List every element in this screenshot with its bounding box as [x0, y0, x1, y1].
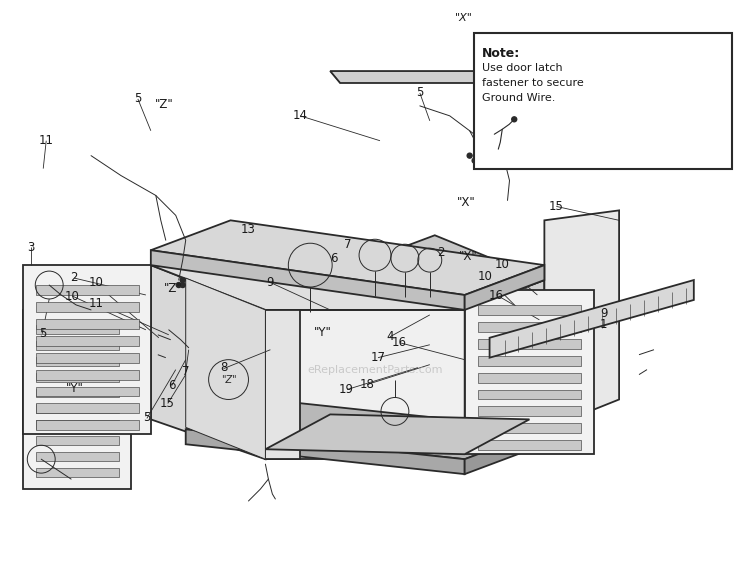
- Polygon shape: [478, 322, 581, 332]
- Circle shape: [180, 278, 185, 282]
- Text: Note:: Note:: [482, 47, 520, 60]
- Text: 5: 5: [416, 86, 424, 99]
- Polygon shape: [544, 210, 619, 429]
- Polygon shape: [36, 325, 119, 334]
- Text: 14: 14: [292, 109, 308, 123]
- Polygon shape: [151, 265, 266, 459]
- Text: "Z": "Z": [164, 282, 183, 295]
- Polygon shape: [36, 336, 139, 346]
- Text: 16: 16: [488, 289, 503, 302]
- Polygon shape: [266, 310, 300, 459]
- Text: "Y": "Y": [314, 325, 332, 339]
- Text: eReplacementParts.com: eReplacementParts.com: [308, 365, 442, 375]
- Text: 15: 15: [160, 397, 175, 410]
- Text: 11: 11: [88, 297, 104, 310]
- Polygon shape: [186, 278, 266, 459]
- Text: "Y": "Y": [66, 382, 83, 395]
- Text: 17: 17: [370, 351, 386, 364]
- Text: "X": "X": [457, 196, 476, 209]
- Polygon shape: [36, 341, 119, 350]
- Text: 7: 7: [182, 365, 190, 378]
- Text: 1: 1: [600, 318, 608, 331]
- Polygon shape: [465, 280, 544, 459]
- Circle shape: [472, 158, 477, 163]
- Polygon shape: [490, 280, 694, 358]
- Text: 10: 10: [88, 277, 104, 289]
- Text: "Z": "Z": [155, 98, 174, 111]
- Text: 8: 8: [220, 361, 228, 375]
- Polygon shape: [478, 407, 581, 417]
- Polygon shape: [36, 421, 139, 431]
- Bar: [475, 33, 732, 169]
- Polygon shape: [36, 370, 139, 379]
- Text: 2: 2: [437, 246, 445, 259]
- Text: 9: 9: [266, 276, 274, 289]
- Polygon shape: [36, 302, 139, 312]
- Polygon shape: [36, 386, 139, 396]
- Text: 5: 5: [143, 411, 151, 424]
- Polygon shape: [478, 372, 581, 382]
- Polygon shape: [465, 265, 544, 310]
- Polygon shape: [478, 356, 581, 365]
- Text: 15: 15: [549, 200, 564, 213]
- Circle shape: [467, 153, 472, 158]
- Polygon shape: [465, 429, 544, 474]
- Text: 3: 3: [28, 241, 35, 254]
- Polygon shape: [478, 339, 581, 349]
- Circle shape: [512, 117, 517, 122]
- Polygon shape: [36, 452, 119, 461]
- Polygon shape: [151, 220, 544, 295]
- Text: 6: 6: [168, 379, 176, 392]
- Text: 5: 5: [134, 92, 142, 105]
- Text: 13: 13: [241, 223, 256, 236]
- Text: "Z": "Z": [220, 375, 236, 385]
- Polygon shape: [36, 389, 119, 397]
- Polygon shape: [478, 440, 581, 450]
- Polygon shape: [186, 429, 465, 474]
- Text: 18: 18: [359, 378, 374, 390]
- Polygon shape: [151, 250, 465, 310]
- Text: 7: 7: [344, 238, 351, 251]
- Polygon shape: [266, 414, 530, 454]
- Text: 5: 5: [39, 327, 46, 340]
- Text: 11: 11: [39, 134, 54, 146]
- Text: 19: 19: [339, 383, 354, 396]
- Polygon shape: [151, 265, 465, 310]
- Polygon shape: [36, 372, 119, 382]
- Polygon shape: [36, 403, 139, 414]
- Polygon shape: [36, 404, 119, 414]
- Text: Use door latch
fastener to secure
Ground Wire.: Use door latch fastener to secure Ground…: [482, 63, 584, 103]
- Polygon shape: [465, 290, 594, 454]
- Polygon shape: [36, 357, 119, 365]
- Text: 10: 10: [65, 290, 80, 303]
- Polygon shape: [36, 285, 139, 295]
- Circle shape: [176, 282, 182, 288]
- Circle shape: [477, 163, 482, 168]
- Text: 2: 2: [70, 271, 77, 284]
- Text: 10: 10: [478, 270, 493, 282]
- Polygon shape: [478, 424, 581, 433]
- Polygon shape: [36, 468, 119, 477]
- Polygon shape: [36, 436, 119, 445]
- Text: "X": "X": [459, 250, 478, 263]
- Text: "X": "X": [454, 13, 472, 23]
- Polygon shape: [355, 235, 544, 310]
- Polygon shape: [478, 305, 581, 315]
- Text: 10: 10: [494, 258, 509, 271]
- Polygon shape: [478, 389, 581, 400]
- Polygon shape: [36, 353, 139, 363]
- Text: 4: 4: [386, 330, 394, 343]
- Polygon shape: [36, 319, 139, 329]
- Circle shape: [180, 282, 185, 288]
- Polygon shape: [36, 421, 119, 429]
- Polygon shape: [23, 310, 131, 489]
- Text: 6: 6: [330, 252, 338, 264]
- Polygon shape: [186, 400, 544, 459]
- Text: 9: 9: [600, 307, 608, 320]
- Polygon shape: [330, 71, 514, 83]
- Polygon shape: [23, 265, 151, 435]
- Text: 16: 16: [392, 336, 407, 349]
- Polygon shape: [266, 310, 465, 459]
